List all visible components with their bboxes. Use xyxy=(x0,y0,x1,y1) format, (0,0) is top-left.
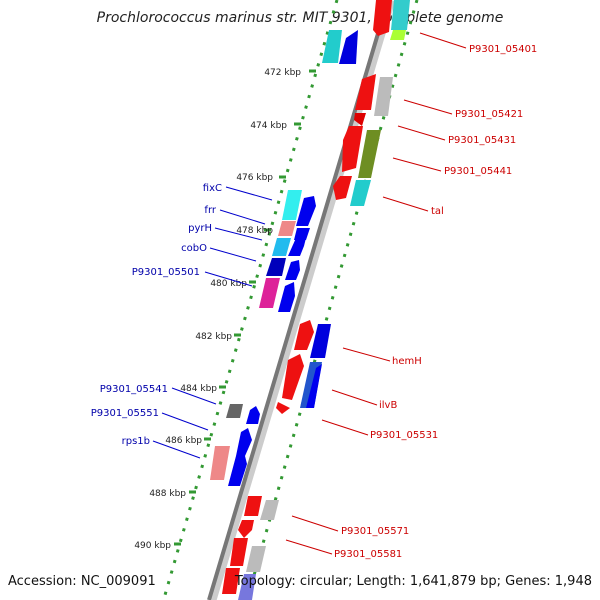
gene-label[interactable]: P9301_05441 xyxy=(444,166,512,177)
gene-label[interactable]: P9301_05551 xyxy=(91,408,159,419)
tick-label: 488 kbp xyxy=(149,489,186,499)
leader-line xyxy=(171,387,217,405)
leader-line xyxy=(419,32,467,49)
gene-arrow xyxy=(354,113,366,126)
tick-label: 490 kbp xyxy=(134,541,171,551)
gene-arrow xyxy=(246,406,260,424)
gene-arrow xyxy=(306,364,322,408)
gene-arrow xyxy=(278,282,295,312)
leader-line xyxy=(392,157,442,172)
gene-arrow xyxy=(373,0,392,36)
gene-arrow xyxy=(294,320,314,350)
tick-label: 472 kbp xyxy=(264,68,301,78)
gene-arrow xyxy=(285,260,300,280)
gene-arrow xyxy=(350,180,371,206)
leader-line xyxy=(397,125,446,141)
gene-arrow xyxy=(230,538,248,566)
gene-label[interactable]: pyrH xyxy=(188,223,212,234)
gene-arrow xyxy=(282,190,302,220)
gene-label[interactable]: hemH xyxy=(392,356,422,367)
gene-features xyxy=(210,0,410,600)
gene-label[interactable]: rps1b xyxy=(122,436,150,447)
gene-label[interactable]: P9301_05571 xyxy=(341,526,409,537)
gene-arrow xyxy=(342,126,363,172)
gene-arrow xyxy=(266,258,286,276)
gene-arrow xyxy=(310,324,331,358)
tick-label: 474 kbp xyxy=(250,121,287,131)
gene-label[interactable]: P9301_05581 xyxy=(334,549,402,560)
gene-label[interactable]: P9301_05541 xyxy=(100,384,168,395)
leader-line xyxy=(291,515,339,532)
gene-arrow xyxy=(210,446,230,480)
leader-line xyxy=(403,99,453,115)
leader-line xyxy=(214,227,263,241)
gene-arrow xyxy=(390,30,406,40)
gene-label[interactable]: fixC xyxy=(203,183,222,194)
gene-arrow xyxy=(260,500,279,520)
gene-arrow xyxy=(278,221,296,236)
gene-label[interactable]: P9301_05421 xyxy=(455,109,523,120)
gene-arrow xyxy=(228,452,247,486)
gene-arrow xyxy=(355,74,376,110)
accession-text: Accession: NC_009091 xyxy=(8,574,156,589)
leader-line xyxy=(285,539,333,555)
gene-arrow xyxy=(272,238,291,256)
leader-line xyxy=(152,440,201,459)
gene-label[interactable]: ilvB xyxy=(379,400,397,411)
leader-line xyxy=(219,209,266,225)
tick-label: 482 kbp xyxy=(195,332,232,342)
gene-label[interactable]: frr xyxy=(204,205,216,216)
gene-label[interactable]: P9301_05401 xyxy=(469,44,537,55)
gene-label[interactable]: P9301_05501 xyxy=(132,267,200,278)
leader-line xyxy=(204,271,253,287)
gene-arrow xyxy=(222,568,240,594)
gene-arrow xyxy=(339,30,358,64)
gene-arrow xyxy=(296,196,316,226)
leader-line xyxy=(331,389,378,406)
gene-arrow xyxy=(358,130,381,178)
leader-line xyxy=(321,419,369,436)
leader-line xyxy=(161,412,209,431)
leader-line xyxy=(209,247,257,262)
gene-arrow xyxy=(244,496,262,516)
gene-label[interactable]: P9301_05531 xyxy=(370,430,438,441)
gene-arrow xyxy=(226,404,243,418)
gene-arrow xyxy=(259,278,280,308)
gene-arrow xyxy=(333,176,352,200)
leader-line xyxy=(382,196,429,212)
gene-arrow xyxy=(391,0,410,30)
gene-arrow xyxy=(288,238,306,256)
gene-arrow xyxy=(238,520,254,538)
leader-line xyxy=(342,347,391,362)
tick-ring-dots xyxy=(163,0,339,596)
gene-label[interactable]: tal xyxy=(431,206,444,217)
gene-arrow xyxy=(246,546,266,572)
gene-arrow xyxy=(236,428,252,456)
tick-label: 486 kbp xyxy=(165,436,202,446)
tick-label: 476 kbp xyxy=(236,173,273,183)
gene-arrow xyxy=(322,30,342,63)
tick-label: 478 kbp xyxy=(236,226,273,236)
gene-arrow xyxy=(374,77,393,116)
tick-label: 484 kbp xyxy=(180,384,217,394)
topology-text: Topology: circular; Length: 1,641,879 bp… xyxy=(234,574,592,589)
gene-arrow xyxy=(276,402,290,414)
gene-label[interactable]: P9301_05431 xyxy=(448,135,516,146)
gene-arrow xyxy=(238,574,256,600)
tick-label: 480 kbp xyxy=(210,279,247,289)
gene-arrow xyxy=(294,228,310,240)
gene-arrow xyxy=(282,354,304,400)
leader-line xyxy=(225,186,273,201)
gene-label[interactable]: cobO xyxy=(181,243,207,254)
